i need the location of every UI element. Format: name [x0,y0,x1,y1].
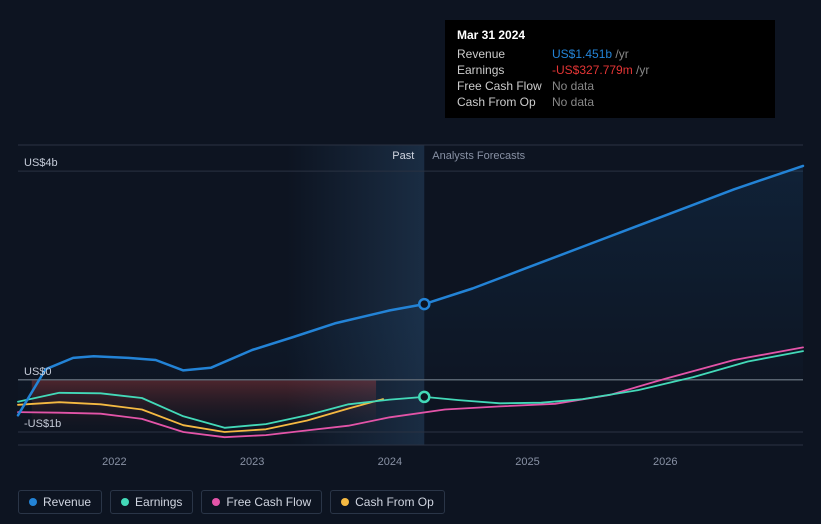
tooltip-rows: RevenueUS$1.451b /yrEarnings-US$327.779m… [457,46,763,110]
tooltip-row: RevenueUS$1.451b /yr [457,46,763,62]
legend-item[interactable]: Earnings [110,490,193,514]
legend-item[interactable]: Free Cash Flow [201,490,322,514]
tooltip-row: Free Cash FlowNo data [457,78,763,94]
legend-label: Revenue [43,495,91,509]
legend-item[interactable]: Revenue [18,490,102,514]
chart-legend: Revenue Earnings Free Cash Flow Cash From O… [18,490,445,514]
chart-tooltip: Mar 31 2024 RevenueUS$1.451b /yrEarnings… [445,20,775,118]
legend-dot-icon [212,498,220,506]
x-axis-label: 2025 [515,456,539,468]
tooltip-row-label: Free Cash Flow [457,79,552,93]
tooltip-row-value: No data [552,79,594,93]
legend-dot-icon [341,498,349,506]
y-axis-label: US$0 [24,366,52,378]
y-axis-label: -US$1b [24,418,61,430]
tooltip-row-label: Revenue [457,47,552,61]
tooltip-row-value: -US$327.779m /yr [552,63,649,77]
x-axis-label: 2023 [240,456,264,468]
tooltip-row-value: No data [552,95,594,109]
legend-dot-icon [121,498,129,506]
legend-label: Free Cash Flow [226,495,311,509]
tooltip-title: Mar 31 2024 [457,28,763,42]
tooltip-row: Cash From OpNo data [457,94,763,110]
tooltip-row-label: Earnings [457,63,552,77]
y-axis-label: US$4b [24,157,58,169]
tooltip-row-value: US$1.451b /yr [552,47,629,61]
legend-item[interactable]: Cash From Op [330,490,445,514]
past-label: Past [392,150,414,162]
x-axis-label: 2024 [378,456,402,468]
x-axis-label: 2022 [102,456,126,468]
x-axis-label: 2026 [653,456,677,468]
forecast-label: Analysts Forecasts [432,150,525,162]
tooltip-row-label: Cash From Op [457,95,552,109]
legend-label: Earnings [135,495,182,509]
legend-label: Cash From Op [355,495,434,509]
tooltip-row: Earnings-US$327.779m /yr [457,62,763,78]
legend-dot-icon [29,498,37,506]
